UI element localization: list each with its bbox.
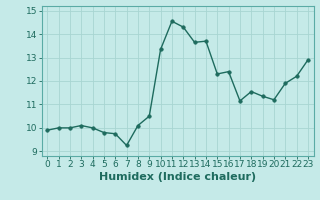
X-axis label: Humidex (Indice chaleur): Humidex (Indice chaleur) xyxy=(99,172,256,182)
